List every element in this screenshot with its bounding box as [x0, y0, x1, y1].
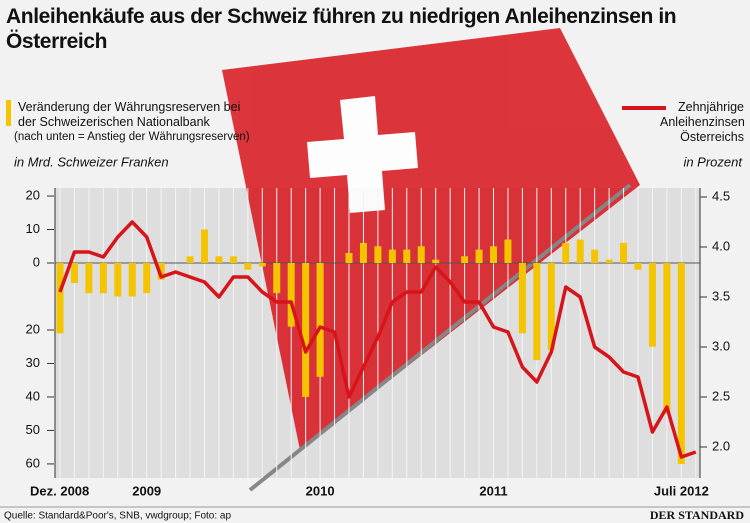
bar	[648, 263, 656, 347]
bar	[85, 263, 93, 294]
y-tick-label: 60	[26, 455, 40, 470]
y2-axis-label: in Prozent	[683, 154, 743, 169]
bar	[287, 263, 295, 327]
bar	[591, 249, 599, 264]
bar	[504, 239, 512, 264]
bar	[518, 263, 526, 334]
legend-entry: Zehnjährige Anleihenzinsen Österreichs	[660, 100, 745, 144]
y-tick-label: 0	[33, 254, 40, 269]
bar	[258, 263, 266, 267]
bar	[620, 242, 628, 264]
line	[58, 220, 697, 459]
bar	[663, 263, 671, 414]
bar	[490, 246, 497, 264]
bar	[562, 242, 570, 264]
bar	[56, 263, 64, 334]
y2-tick-label: 3.5	[712, 288, 730, 303]
bar	[403, 249, 411, 264]
bar	[201, 229, 208, 264]
bar	[374, 246, 382, 264]
x-tick-label: Juli 2012	[654, 483, 709, 498]
y-tick-label: 40	[26, 388, 40, 403]
bar	[417, 246, 425, 264]
bar	[576, 239, 584, 264]
bar	[388, 249, 396, 264]
chart-title: Anleihenkäufe aus der Schweiz führen zu …	[6, 5, 677, 53]
bar	[128, 263, 136, 297]
x-tick-label: 2009	[132, 483, 161, 498]
x-tick-label: 2010	[306, 483, 335, 498]
bar	[186, 256, 194, 264]
bar	[605, 259, 613, 264]
annotation: (nach unten = Anstieg der Währungsreserv…	[14, 131, 250, 143]
y-tick-label: 20	[26, 187, 40, 202]
legend-entry: Veränderung der Währungsreserven bei der…	[18, 100, 241, 129]
bar	[302, 263, 310, 397]
bar	[70, 263, 78, 284]
y-axis-label: in Mrd. Schweizer Franken	[14, 154, 169, 169]
y-tick-label: 50	[26, 422, 40, 437]
bar	[634, 263, 642, 270]
y-tick-label: 30	[26, 355, 40, 370]
y-tick-label: 20	[26, 321, 40, 336]
legend-swatch	[6, 100, 11, 126]
bar	[345, 252, 353, 264]
bar	[244, 263, 252, 270]
bar	[475, 249, 483, 264]
y-tick-label: 10	[26, 221, 40, 236]
bar	[273, 263, 281, 294]
bar	[547, 263, 555, 351]
flag-photo	[222, 28, 640, 492]
bar	[215, 256, 223, 264]
bar	[432, 259, 440, 264]
x-tick-label: 2011	[479, 483, 507, 498]
y2-tick-label: 2.5	[712, 388, 730, 403]
bar	[533, 263, 541, 361]
y2-tick-label: 3.0	[712, 338, 730, 353]
x-tick-label: Dez. 2008	[30, 483, 89, 498]
y2-tick-label: 4.0	[712, 238, 730, 253]
bar	[143, 263, 151, 294]
bar	[359, 242, 367, 264]
bar	[99, 263, 107, 294]
bar	[677, 263, 685, 464]
publisher: DER STANDARD	[650, 508, 744, 522]
y2-tick-label: 4.5	[712, 188, 730, 203]
bar	[157, 263, 165, 280]
bar	[461, 256, 469, 264]
bar	[316, 263, 324, 377]
bar	[229, 256, 237, 264]
y2-tick-label: 2.0	[712, 438, 730, 453]
bar	[114, 263, 122, 297]
source: Quelle: Standard&Poor's, SNB, vwdgroup; …	[4, 511, 231, 522]
